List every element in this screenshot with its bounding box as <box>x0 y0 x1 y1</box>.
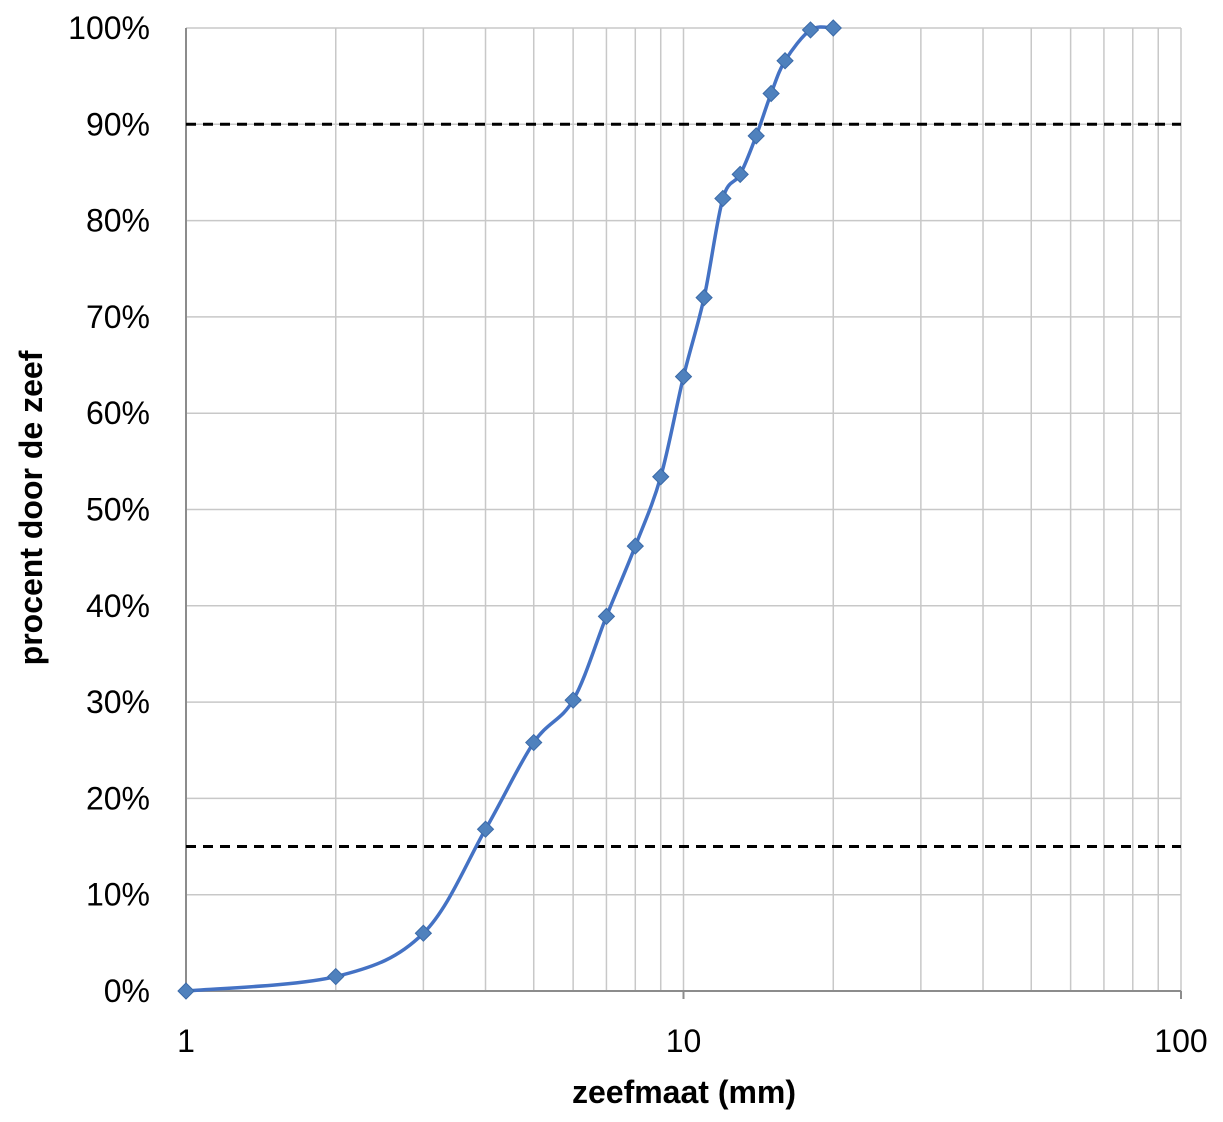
data-point-11 <box>714 189 732 208</box>
x-tick-label-1: 10 <box>666 1023 702 1059</box>
data-point-15 <box>776 52 794 70</box>
data-point-7 <box>626 537 644 555</box>
y-tick-label-10: 100% <box>68 10 150 46</box>
y-axis-title: procent door de zeef <box>13 350 49 665</box>
y-tick-label-5: 50% <box>86 492 150 528</box>
y-tick-label-7: 70% <box>86 299 150 335</box>
y-tick-label-4: 40% <box>86 588 150 624</box>
y-tick-label-3: 30% <box>86 684 150 720</box>
y-tick-label-1: 10% <box>86 877 150 913</box>
y-tick-label-2: 20% <box>86 780 150 816</box>
x-tick-label-2: 100 <box>1154 1023 1207 1059</box>
data-point-8 <box>652 468 670 486</box>
data-point-3 <box>476 820 495 838</box>
data-point-5 <box>564 691 582 709</box>
data-point-6 <box>597 607 616 626</box>
y-tick-label-6: 60% <box>86 395 150 431</box>
data-point-16 <box>801 21 820 39</box>
data-point-17 <box>824 19 842 37</box>
x-tick-label-0: 1 <box>177 1023 195 1059</box>
x-tick-labels: 1 10 100 <box>177 1023 1208 1059</box>
y-tick-label-0: 0% <box>104 973 150 1009</box>
data-point-2 <box>414 924 433 942</box>
data-point-1 <box>327 967 345 986</box>
grid-lines <box>185 27 1182 999</box>
y-tick-labels: 0% 10% 20% 30% 40% 50% 60% 70% 80% 90% 100% <box>68 10 150 1009</box>
x-axis-title: zeefmaat (mm) <box>572 1074 796 1110</box>
data-point-12 <box>731 165 749 184</box>
data-point-14 <box>762 84 780 103</box>
y-tick-label-9: 90% <box>86 106 150 142</box>
y-tick-label-8: 80% <box>86 203 150 239</box>
data-point-4 <box>525 733 543 752</box>
data-point-9 <box>674 367 693 386</box>
series-layer <box>177 19 842 1000</box>
data-point-0 <box>177 982 195 1000</box>
data-point-13 <box>747 127 765 145</box>
data-point-10 <box>695 288 713 307</box>
reference-lines <box>186 122 1181 849</box>
